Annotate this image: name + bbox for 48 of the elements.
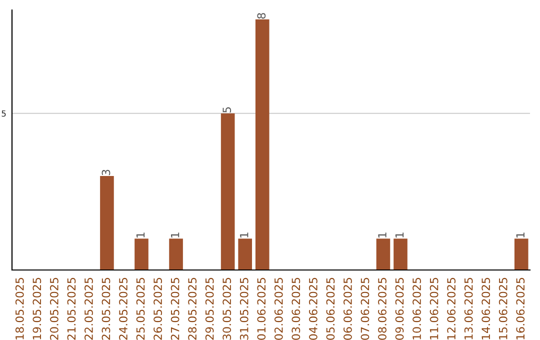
x-tick-label: 16.06.2025 <box>516 278 525 340</box>
bar <box>100 176 114 270</box>
x-tick-label: 05.06.2025 <box>326 278 335 340</box>
bar <box>238 238 252 270</box>
x-tick-label: 23.05.2025 <box>102 278 110 340</box>
data-label: 1 <box>240 232 248 238</box>
data-label: 3 <box>102 170 110 176</box>
x-tick-label: 26.05.2025 <box>154 278 162 340</box>
data-label: 8 <box>257 13 266 19</box>
x-tick-label: 31.05.2025 <box>240 278 248 340</box>
data-label: 1 <box>171 232 180 238</box>
x-tick-label: 21.05.2025 <box>67 278 76 340</box>
x-tick-label: 24.05.2025 <box>119 278 128 340</box>
x-tick-label: 08.06.2025 <box>378 278 386 340</box>
x-tick-label: 30.05.2025 <box>222 278 232 340</box>
x-tick-label: 01.06.2025 <box>257 278 266 340</box>
x-tick-label: 06.06.2025 <box>344 278 352 340</box>
bar <box>376 238 390 270</box>
bar <box>169 238 183 270</box>
x-tick-label: 22.05.2025 <box>84 278 93 340</box>
x-tick-label: 09.06.2025 <box>395 278 404 340</box>
x-tick-label: 19.05.2025 <box>32 278 42 340</box>
x-tick-label: 13.06.2025 <box>464 278 473 340</box>
data-label: 1 <box>516 232 524 238</box>
x-tick-label: 02.06.2025 <box>274 278 283 340</box>
bar <box>255 19 270 270</box>
x-tick-label: 28.05.2025 <box>188 278 197 340</box>
x-tick-label: 27.05.2025 <box>170 278 180 340</box>
x-tick-label: 03.06.2025 <box>292 278 300 340</box>
bar <box>514 238 528 270</box>
x-tick-label: 14.06.2025 <box>482 278 490 340</box>
x-tick-label: 25.05.2025 <box>136 278 145 340</box>
data-label: 5 <box>222 107 232 113</box>
x-tick-label: 11.06.2025 <box>430 278 438 340</box>
x-tick-label: 12.06.2025 <box>447 278 456 340</box>
bar <box>394 238 408 270</box>
data-label: 1 <box>378 232 386 238</box>
x-tick-label: 15.06.2025 <box>498 278 508 340</box>
bar <box>134 238 148 270</box>
x-tick-label: 18.05.2025 <box>15 278 24 340</box>
x-tick-label: 20.05.2025 <box>50 278 58 340</box>
bar <box>220 113 235 270</box>
data-label: 1 <box>136 232 145 238</box>
x-tick-label: 07.06.2025 <box>360 278 370 340</box>
data-label: 1 <box>395 232 404 238</box>
x-tick-label: 29.05.2025 <box>205 278 214 340</box>
x-tick-label: 10.06.2025 <box>412 278 421 340</box>
x-tick-label: 04.06.2025 <box>308 278 318 340</box>
